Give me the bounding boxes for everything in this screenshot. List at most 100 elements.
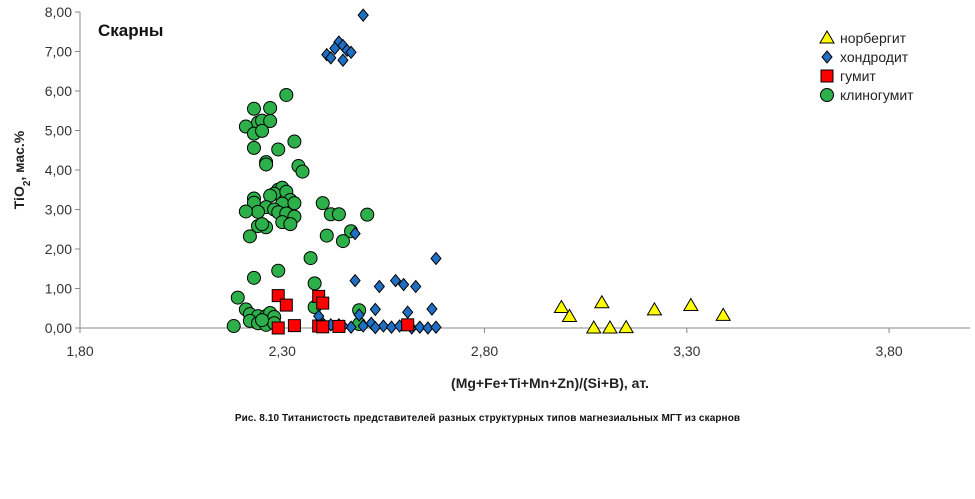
data-point xyxy=(230,290,245,305)
data-point xyxy=(246,101,261,116)
data-point xyxy=(682,297,699,311)
data-point xyxy=(715,307,732,321)
y-tick-label: 2,00 xyxy=(45,241,72,257)
data-point xyxy=(263,114,278,129)
data-point xyxy=(646,301,663,316)
y-tick-label: 7,00 xyxy=(45,44,72,60)
data-point xyxy=(242,229,257,244)
scatter-chart: 0,00 1,00 2,00 3,00 4,00 5,00 6,00 7,00 8,00 1,80… xyxy=(11,4,970,391)
data-point xyxy=(325,51,337,65)
legend-label: клиногумит xyxy=(840,87,914,103)
data-point xyxy=(319,228,334,243)
data-point xyxy=(307,276,322,291)
data-points xyxy=(226,8,732,335)
data-point xyxy=(316,320,330,334)
data-point xyxy=(251,204,265,219)
data-point xyxy=(303,251,318,266)
data-point xyxy=(287,134,302,149)
data-point xyxy=(329,41,341,56)
data-point xyxy=(226,319,241,334)
series-group xyxy=(553,294,732,334)
data-point xyxy=(357,319,369,333)
data-point xyxy=(283,217,298,232)
data-point xyxy=(332,319,346,333)
data-point xyxy=(585,320,602,334)
data-point xyxy=(335,234,350,249)
y-tick-label: 1,00 xyxy=(45,281,72,297)
data-point xyxy=(373,279,386,294)
y-axis-label-rest: , мас.% xyxy=(11,130,27,180)
legend: норбергит хондродит гумит клиногумит xyxy=(819,30,914,103)
x-tick-label: 2,30 xyxy=(269,343,296,359)
data-point xyxy=(255,313,270,328)
data-point xyxy=(349,226,361,241)
data-point xyxy=(357,8,369,22)
data-point xyxy=(271,142,286,157)
legend-label: гумит xyxy=(840,68,876,84)
data-point xyxy=(238,204,253,219)
x-axis-label: (Mg+Fe+Ti+Mn+Zn)/(Si+B), ат. xyxy=(451,375,649,391)
data-point xyxy=(414,320,426,334)
data-point xyxy=(271,321,285,335)
legend-label: норбергит xyxy=(840,30,907,46)
x-tick-label: 1,80 xyxy=(66,343,93,359)
data-point xyxy=(246,140,261,155)
tick-labels: 0,00 1,00 2,00 3,00 4,00 5,00 6,00 7,00 8,00 1,80… xyxy=(45,4,903,359)
series-group xyxy=(271,289,415,335)
x-tick-label: 3,80 xyxy=(875,343,902,359)
data-point xyxy=(553,299,570,313)
data-point xyxy=(337,53,349,67)
x-tick-label: 3,30 xyxy=(673,343,700,359)
data-point xyxy=(315,196,330,211)
data-point xyxy=(397,277,410,292)
data-point xyxy=(593,294,610,309)
series-group xyxy=(313,8,442,335)
figure-caption: Рис. 8.10 Титанистость представителей ра… xyxy=(234,413,741,424)
data-point xyxy=(430,320,442,334)
data-point xyxy=(602,320,618,334)
data-point xyxy=(295,164,310,179)
data-point xyxy=(402,305,414,319)
data-point xyxy=(255,123,270,138)
y-tick-label: 8,00 xyxy=(45,4,72,20)
data-point xyxy=(271,263,286,278)
data-point xyxy=(369,320,381,335)
y-tick-label: 5,00 xyxy=(45,123,72,139)
x-tick-label: 2,80 xyxy=(471,343,498,359)
legend-marker xyxy=(819,30,835,44)
data-point xyxy=(279,87,294,102)
y-tick-label: 3,00 xyxy=(45,202,72,218)
data-point xyxy=(369,302,381,317)
data-point xyxy=(561,308,578,323)
legend-marker xyxy=(820,88,834,102)
data-point xyxy=(279,298,293,312)
data-point xyxy=(255,217,270,232)
y-tick-label: 4,00 xyxy=(45,162,72,178)
data-point xyxy=(618,319,635,334)
data-point xyxy=(246,270,261,285)
legend-marker xyxy=(821,50,833,64)
data-point xyxy=(377,319,390,333)
data-point xyxy=(263,100,278,115)
data-point xyxy=(331,207,346,222)
data-point xyxy=(259,157,274,172)
y-axis-label: TiO2, мас.% xyxy=(11,130,33,209)
y-tick-label: 0,00 xyxy=(45,320,72,336)
data-point xyxy=(410,279,422,294)
data-point xyxy=(430,251,442,266)
data-point xyxy=(389,273,402,288)
y-axis-label-subscript: 2 xyxy=(22,180,33,186)
data-point xyxy=(287,319,301,333)
data-point xyxy=(426,302,438,316)
legend-marker xyxy=(820,69,834,83)
legend-label: хондродит xyxy=(840,49,909,65)
data-point xyxy=(345,45,357,60)
data-point xyxy=(422,321,434,335)
data-point xyxy=(353,308,365,322)
data-point xyxy=(349,273,361,288)
data-point xyxy=(360,207,375,222)
series-group xyxy=(226,87,375,334)
data-point xyxy=(401,318,415,332)
y-tick-label: 6,00 xyxy=(45,83,72,99)
chart-title: Скарны xyxy=(98,21,163,40)
